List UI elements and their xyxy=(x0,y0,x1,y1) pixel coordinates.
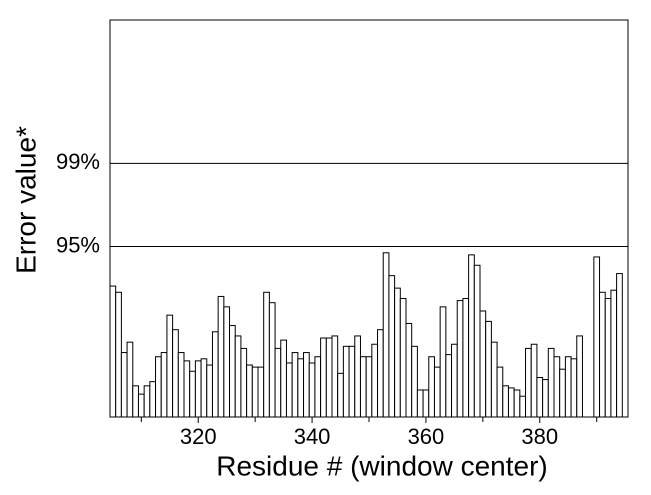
bar xyxy=(451,343,458,418)
bar xyxy=(377,329,384,418)
bar xyxy=(246,364,253,418)
bar xyxy=(525,347,532,418)
plot-frame xyxy=(109,19,629,418)
bar xyxy=(496,366,504,418)
bar xyxy=(542,379,549,418)
bar xyxy=(359,356,367,418)
bar xyxy=(479,310,487,418)
bar xyxy=(536,377,544,418)
x-tick-label: 320 xyxy=(180,424,217,449)
bar xyxy=(325,337,333,418)
bar xyxy=(115,291,122,418)
bar xyxy=(462,298,470,418)
bar xyxy=(570,358,578,418)
bar xyxy=(468,254,475,418)
bar xyxy=(303,352,310,418)
bar xyxy=(382,252,390,418)
bar xyxy=(399,298,407,418)
bar xyxy=(604,298,612,418)
bar xyxy=(422,389,430,418)
bar xyxy=(274,347,282,418)
bar xyxy=(456,300,464,418)
bar xyxy=(229,325,236,418)
bar xyxy=(160,352,168,418)
bar xyxy=(502,385,509,418)
bar xyxy=(559,368,566,418)
bar xyxy=(223,306,231,418)
x-tick-label: 340 xyxy=(294,424,331,449)
bar xyxy=(314,356,322,418)
bar xyxy=(257,366,265,418)
bar xyxy=(354,335,361,418)
bar xyxy=(513,389,521,418)
bar xyxy=(132,385,139,418)
bar xyxy=(194,360,202,418)
bar xyxy=(206,364,213,418)
x-tick-label: 360 xyxy=(408,424,445,449)
bar xyxy=(564,356,572,418)
y-tick-label: 99% xyxy=(56,149,100,174)
bar xyxy=(365,356,373,418)
bar xyxy=(394,287,401,418)
bar xyxy=(240,347,248,418)
bar xyxy=(217,295,225,418)
bar xyxy=(200,358,208,418)
bar xyxy=(291,352,299,418)
bar xyxy=(263,291,270,418)
bar xyxy=(234,335,242,418)
bar xyxy=(308,362,316,418)
bar xyxy=(445,354,453,418)
bar xyxy=(285,362,293,418)
bar xyxy=(331,335,339,418)
bar xyxy=(166,314,174,418)
bar xyxy=(473,264,481,418)
bar xyxy=(268,302,276,418)
bar xyxy=(599,291,606,418)
bar xyxy=(490,341,498,418)
bar xyxy=(280,339,287,418)
bar xyxy=(183,360,191,418)
y-axis-title: Error value* xyxy=(10,126,41,274)
bar xyxy=(320,337,327,418)
x-axis-title: Residue # (window center) xyxy=(216,450,548,481)
bar xyxy=(109,285,117,418)
bar xyxy=(519,395,527,418)
bar xyxy=(137,393,145,418)
bar xyxy=(530,343,538,418)
bar xyxy=(405,322,413,418)
bar xyxy=(371,343,379,418)
bar xyxy=(433,366,441,418)
bar xyxy=(610,289,618,418)
bar xyxy=(342,345,350,418)
bar xyxy=(348,345,356,418)
bar xyxy=(411,345,418,418)
x-tick-label: 380 xyxy=(521,424,558,449)
bar xyxy=(507,387,515,418)
bar xyxy=(593,256,601,418)
bar xyxy=(189,370,196,418)
bar xyxy=(337,372,344,418)
bar xyxy=(428,356,435,418)
bar xyxy=(388,275,396,418)
bar xyxy=(211,331,219,418)
bar xyxy=(553,356,561,418)
y-tick-label: 95% xyxy=(56,232,100,257)
bar xyxy=(155,356,162,418)
bar xyxy=(485,320,492,418)
bar xyxy=(616,273,623,418)
bar xyxy=(416,389,424,418)
bar xyxy=(172,329,179,418)
bar xyxy=(297,358,305,418)
bar xyxy=(251,366,259,418)
bar xyxy=(439,306,447,418)
bar xyxy=(576,335,583,418)
bar xyxy=(126,341,134,418)
bar xyxy=(120,352,128,418)
bar xyxy=(143,385,151,418)
bar xyxy=(177,352,185,418)
bar xyxy=(547,347,555,418)
bar xyxy=(149,381,157,418)
